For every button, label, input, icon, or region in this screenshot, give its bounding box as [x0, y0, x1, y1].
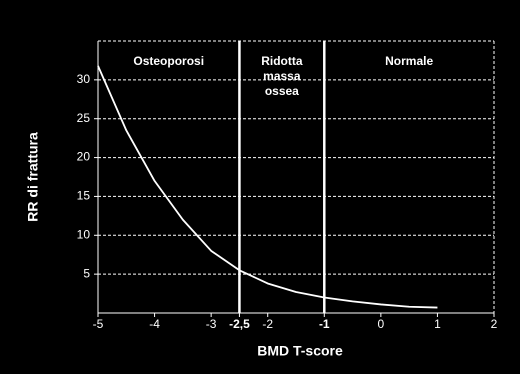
- region-label: Osteoporosi: [133, 54, 204, 68]
- y-tick-label: 15: [77, 189, 91, 203]
- x-tick-label: 0: [378, 317, 385, 331]
- x-tick-label: -5: [93, 317, 104, 331]
- y-tick-label: 20: [77, 150, 91, 164]
- region-label: Ridotta: [261, 54, 303, 68]
- x-tick-label: -3: [206, 317, 217, 331]
- region-label: Normale: [385, 54, 433, 68]
- x-tick-label: -1: [319, 317, 330, 331]
- x-tick-label: 1: [434, 317, 441, 331]
- y-tick-label: 5: [83, 266, 90, 280]
- y-tick-label: 10: [77, 227, 91, 241]
- region-label: massa: [263, 69, 301, 83]
- x-axis-label: BMD T-score: [257, 343, 343, 359]
- x-tick-label: 2: [491, 317, 498, 331]
- region-label: ossea: [265, 84, 299, 98]
- y-tick-label: 30: [77, 72, 91, 86]
- y-tick-label: 25: [77, 111, 91, 125]
- curve: [97, 65, 438, 309]
- x-tick-label: -2: [262, 317, 273, 331]
- x-tick-label: -4: [149, 317, 160, 331]
- y-axis-label: RR di frattura: [25, 132, 41, 222]
- x-tick-label: -2,5: [229, 317, 250, 331]
